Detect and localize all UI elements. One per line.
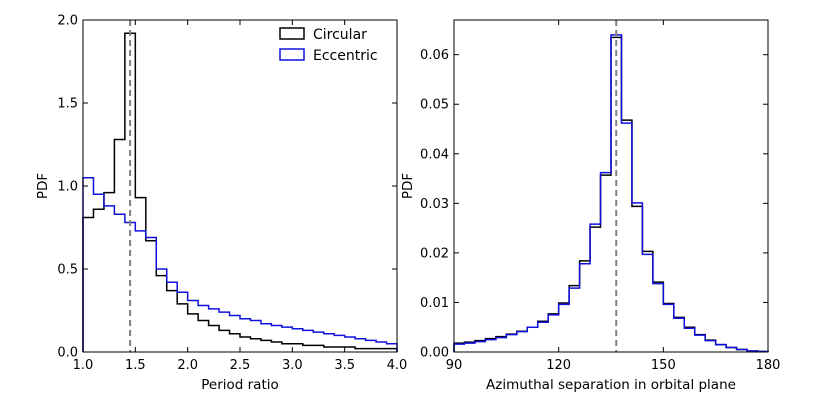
- right-x-axis-label: Azimuthal separation in orbital plane: [486, 377, 736, 393]
- right-ytick-label: 0.04: [420, 147, 449, 162]
- legend-swatch-eccentric: [279, 48, 305, 61]
- left-xtick-label: 4.0: [387, 358, 408, 373]
- right-ytick-label: 0.06: [420, 48, 449, 63]
- left-ytick-label: 2.0: [57, 14, 78, 29]
- left-ytick-label: 0.0: [57, 346, 78, 361]
- right-ytick-label: 0.02: [420, 246, 449, 261]
- right-ytick-label: 0.01: [420, 296, 449, 311]
- left-y-axis-label: PDF: [35, 173, 51, 199]
- right-xtick-label: 180: [756, 358, 781, 373]
- right-ytick-label: 0.05: [420, 98, 449, 113]
- left-eccentric-histogram: [82, 176, 398, 352]
- right-xtick-label: 120: [546, 358, 571, 373]
- left-xtick-label: 3.5: [334, 358, 355, 373]
- left-xtick-label: 2.5: [230, 358, 251, 373]
- right-eccentric-histogram: [453, 34, 769, 353]
- left-ytick-label: 1.0: [57, 180, 78, 195]
- left-circular-histogram: [82, 32, 398, 352]
- left-xtick-label: 2.0: [177, 358, 198, 373]
- legend-label-circular: Circular: [313, 27, 367, 43]
- left-ytick-label: 1.5: [57, 97, 78, 112]
- right-xtick-label: 90: [446, 358, 463, 373]
- right-xtick-label: 150: [651, 358, 676, 373]
- right-panel-azimuthal-separation: 90 120 150 180 0.00 0.01 0.02 0.03 0.04 0.05 0.06 A…: [400, 19, 781, 393]
- legend-swatch-circular: [279, 27, 305, 40]
- right-y-axis-label: PDF: [400, 173, 416, 199]
- left-x-axis-label: Period ratio: [201, 377, 279, 393]
- left-ytick-label: 0.5: [57, 263, 78, 278]
- left-xtick-label: 1.5: [125, 358, 146, 373]
- left-panel-period-ratio: 1.0 1.5 2.0 2.5 3.0 3.5 4.00.00.51.01.52.0Peri…: [35, 14, 407, 394]
- left-xtick-label: 1.0: [73, 358, 94, 373]
- right-ytick-label: 0.00: [420, 346, 449, 361]
- right-axes-frame: [453, 19, 769, 353]
- left-xtick-label: 3.0: [282, 358, 303, 373]
- right-ytick-label: 0.03: [420, 197, 449, 212]
- legend: Circular Eccentric: [279, 27, 378, 64]
- legend-label-eccentric: Eccentric: [313, 48, 378, 64]
